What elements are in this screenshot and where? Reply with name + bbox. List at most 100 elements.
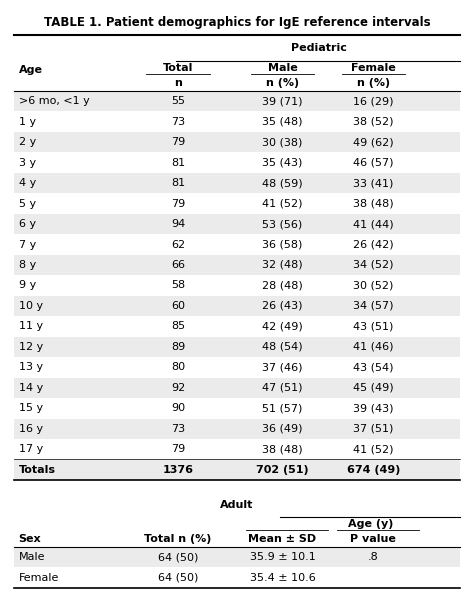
Text: .8: .8 (368, 552, 379, 562)
Text: 41 (52): 41 (52) (262, 198, 303, 209)
Text: 48 (59): 48 (59) (262, 178, 303, 188)
Text: 36 (49): 36 (49) (262, 424, 303, 434)
Text: 4 y: 4 y (19, 178, 36, 188)
FancyBboxPatch shape (14, 254, 460, 275)
Text: 702 (51): 702 (51) (256, 465, 309, 475)
Text: 43 (51): 43 (51) (353, 321, 393, 332)
FancyBboxPatch shape (14, 398, 460, 418)
Text: 28 (48): 28 (48) (262, 280, 303, 291)
Text: Female: Female (19, 573, 59, 582)
FancyBboxPatch shape (14, 377, 460, 398)
Text: 79: 79 (171, 198, 185, 209)
Text: 79: 79 (171, 444, 185, 454)
Text: 11 y: 11 y (19, 321, 43, 332)
Text: 45 (49): 45 (49) (353, 383, 394, 393)
Text: Age: Age (19, 65, 43, 75)
Text: 13 y: 13 y (19, 362, 43, 373)
FancyBboxPatch shape (14, 418, 460, 439)
Text: 1 y: 1 y (19, 116, 36, 127)
Text: 73: 73 (171, 116, 185, 127)
Text: 12 y: 12 y (19, 342, 43, 352)
Text: 94: 94 (171, 219, 185, 229)
Text: P value: P value (350, 534, 396, 544)
Text: 30 (52): 30 (52) (353, 280, 393, 291)
Text: 92: 92 (171, 383, 185, 393)
Text: 35.4 ± 10.6: 35.4 ± 10.6 (250, 573, 315, 582)
FancyBboxPatch shape (14, 316, 460, 336)
Text: 36 (58): 36 (58) (262, 239, 303, 250)
Text: 55: 55 (171, 96, 185, 106)
Text: 42 (49): 42 (49) (262, 321, 303, 332)
Text: Male: Male (268, 63, 297, 73)
Text: 66: 66 (171, 260, 185, 270)
Text: 33 (41): 33 (41) (353, 178, 393, 188)
Text: 81: 81 (171, 178, 185, 188)
FancyBboxPatch shape (14, 547, 460, 567)
Text: 43 (54): 43 (54) (353, 362, 394, 373)
FancyBboxPatch shape (14, 194, 460, 214)
Text: 35 (48): 35 (48) (262, 116, 303, 127)
Text: Pediatric: Pediatric (291, 43, 347, 53)
Text: Adult: Adult (220, 500, 254, 510)
Text: 41 (46): 41 (46) (353, 342, 394, 352)
Text: 58: 58 (171, 280, 185, 291)
Text: 26 (42): 26 (42) (353, 239, 394, 250)
FancyBboxPatch shape (14, 439, 460, 459)
Text: 1376: 1376 (163, 465, 193, 475)
FancyBboxPatch shape (14, 112, 460, 132)
Text: Female: Female (351, 63, 396, 73)
Text: 62: 62 (171, 239, 185, 250)
Text: 17 y: 17 y (19, 444, 43, 454)
FancyBboxPatch shape (14, 91, 460, 112)
FancyBboxPatch shape (14, 214, 460, 235)
Text: 7 y: 7 y (19, 239, 36, 250)
FancyBboxPatch shape (14, 336, 460, 357)
Text: 81: 81 (171, 157, 185, 168)
Text: 16 (29): 16 (29) (353, 96, 394, 106)
Text: Mean ± SD: Mean ± SD (248, 534, 317, 544)
Text: Age (y): Age (y) (348, 519, 394, 529)
Text: 8 y: 8 y (19, 260, 36, 270)
Text: 34 (57): 34 (57) (353, 301, 394, 311)
Text: 10 y: 10 y (19, 301, 43, 311)
Text: Male: Male (19, 552, 45, 562)
FancyBboxPatch shape (14, 275, 460, 295)
Text: n (%): n (%) (266, 78, 299, 87)
Text: 73: 73 (171, 424, 185, 434)
Text: 5 y: 5 y (19, 198, 36, 209)
Text: 85: 85 (171, 321, 185, 332)
Text: 39 (43): 39 (43) (353, 403, 394, 413)
FancyBboxPatch shape (14, 567, 460, 588)
FancyBboxPatch shape (14, 295, 460, 316)
Text: >6 mo, <1 y: >6 mo, <1 y (19, 96, 90, 106)
Text: 30 (38): 30 (38) (262, 137, 303, 147)
Text: 674 (49): 674 (49) (346, 465, 400, 475)
Text: 16 y: 16 y (19, 424, 43, 434)
Text: 35.9 ± 10.1: 35.9 ± 10.1 (250, 552, 315, 562)
Text: 3 y: 3 y (19, 157, 36, 168)
Text: 60: 60 (171, 301, 185, 311)
Text: 64 (50): 64 (50) (158, 552, 198, 562)
Text: n: n (174, 78, 182, 87)
Text: 37 (46): 37 (46) (262, 362, 303, 373)
FancyBboxPatch shape (14, 357, 460, 377)
Text: TABLE 1. Patient demographics for IgE reference intervals: TABLE 1. Patient demographics for IgE re… (44, 16, 430, 28)
Text: 37 (51): 37 (51) (353, 424, 393, 434)
Text: 80: 80 (171, 362, 185, 373)
Text: 15 y: 15 y (19, 403, 43, 413)
FancyBboxPatch shape (14, 459, 460, 480)
Text: 38 (52): 38 (52) (353, 116, 394, 127)
Text: 48 (54): 48 (54) (262, 342, 303, 352)
Text: 49 (62): 49 (62) (353, 137, 394, 147)
Text: Total: Total (163, 63, 193, 73)
FancyBboxPatch shape (14, 132, 460, 153)
Text: 2 y: 2 y (19, 137, 36, 147)
Text: 51 (57): 51 (57) (262, 403, 303, 413)
Text: 47 (51): 47 (51) (262, 383, 303, 393)
Text: 46 (57): 46 (57) (353, 157, 394, 168)
Text: Totals: Totals (19, 465, 56, 475)
Text: 26 (43): 26 (43) (262, 301, 303, 311)
Text: 6 y: 6 y (19, 219, 36, 229)
Text: 39 (71): 39 (71) (262, 96, 303, 106)
Text: 90: 90 (171, 403, 185, 413)
